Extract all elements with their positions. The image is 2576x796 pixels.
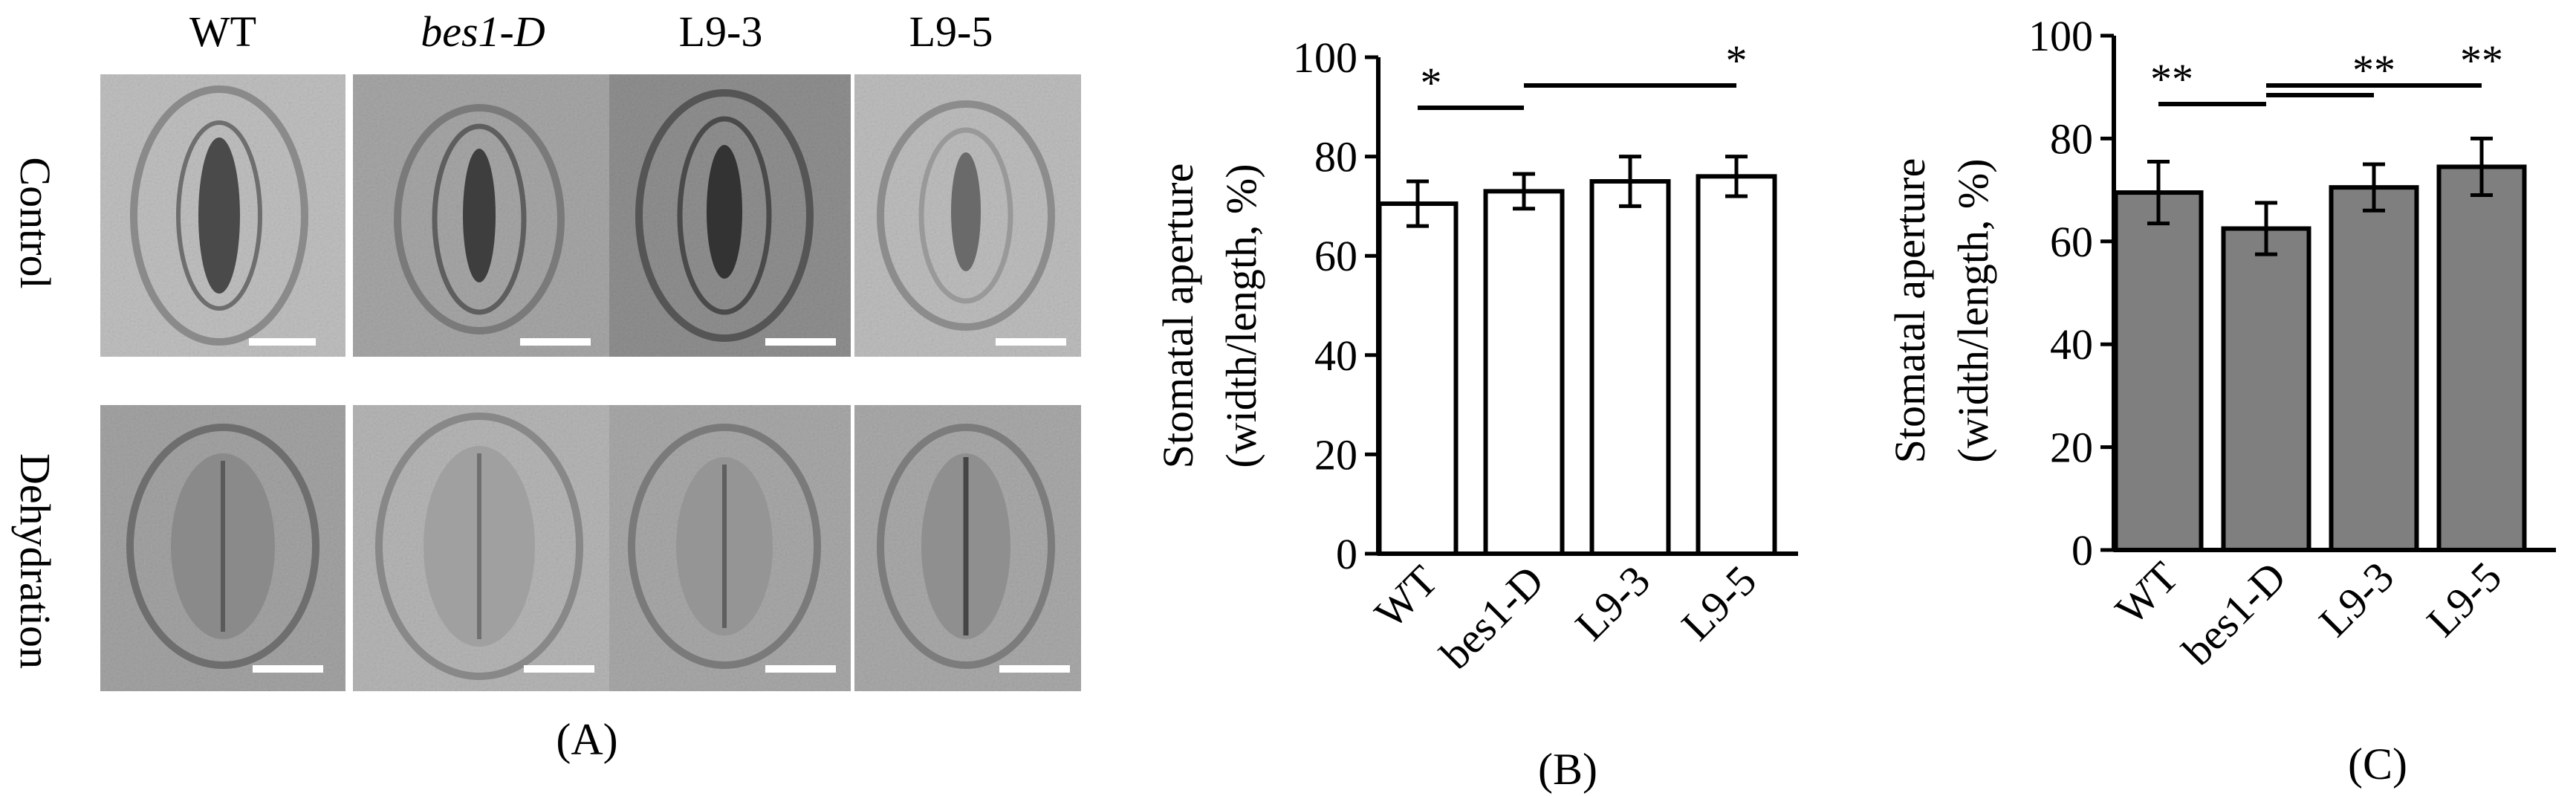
- micrograph-control-bes1d: [353, 74, 609, 357]
- micrograph-control-wt: [100, 74, 345, 357]
- y-tick-label: 60: [1314, 232, 1357, 280]
- error-bar: [1513, 172, 1535, 211]
- genotype-label-wt: WT: [189, 7, 256, 56]
- panel-label-b: (B): [1538, 745, 1597, 794]
- significance-marker: *: [1421, 59, 1442, 107]
- scale-bar: [253, 665, 323, 673]
- chart-b: Stomatal aperture (width/length, %) 0 20 4…: [1154, 33, 1798, 794]
- significance-marker: **: [2460, 36, 2503, 85]
- panel-label-c: (C): [2348, 740, 2407, 789]
- y-tick-label: 0: [1336, 530, 1357, 578]
- y-tick-label: 20: [1314, 430, 1357, 479]
- y-tick-label: 40: [1314, 331, 1357, 380]
- bar-bes1-d: [2221, 226, 2311, 552]
- y-tick-label: 40: [2050, 320, 2093, 369]
- x-tick-label: WT: [1365, 556, 1447, 638]
- scale-bar: [999, 665, 1070, 673]
- y-tick-label: 60: [2050, 218, 2093, 266]
- scale-bar: [249, 338, 316, 346]
- genotype-label-bes1d: bes1-D: [421, 7, 545, 56]
- y-tick-label: 0: [2071, 526, 2093, 575]
- y-tick-label: 100: [1293, 33, 1357, 82]
- y-axis-label-line1: Stomatal aperture: [1886, 158, 1934, 464]
- scale-bar: [524, 665, 594, 673]
- x-tick-label: L9-3: [2310, 552, 2404, 646]
- y-tick-label: 80: [2050, 114, 2093, 163]
- micrograph-dehydration-l9-3: [609, 405, 851, 691]
- error-bar: [2255, 201, 2277, 256]
- row-label-dehydration: Dehydration: [11, 453, 59, 669]
- micrograph-dehydration-wt: [100, 405, 345, 691]
- y-axis-label-line2: (width/length, %): [1217, 164, 1265, 467]
- panel-a-micrographs: WT bes1-D L9-3 L9-5 Control Dehydration: [11, 7, 1081, 764]
- error-bar: [2147, 160, 2170, 226]
- bar-l9-5: [1696, 174, 1777, 556]
- y-tick-label: 20: [2050, 424, 2093, 472]
- y-axis-label-line2: (width/length, %): [1949, 158, 1997, 462]
- x-tick-label: WT: [2106, 552, 2187, 634]
- scale-bar: [996, 338, 1066, 346]
- bar-bes1-d: [1483, 189, 1565, 556]
- micrograph-dehydration-bes1d: [353, 405, 609, 691]
- x-tick-label: L9-5: [2418, 552, 2511, 646]
- scale-bar: [765, 338, 836, 346]
- bar-wt: [2113, 190, 2204, 552]
- x-tick-label: bes1-D: [1431, 556, 1553, 678]
- significance-marker: **: [2150, 55, 2193, 103]
- bar-l9-3: [2329, 185, 2419, 552]
- y-axis-label-line1: Stomatal aperture: [1154, 164, 1202, 469]
- micrograph-control-l9-3: [609, 74, 851, 357]
- x-tick-label: L9-3: [1566, 556, 1660, 650]
- bar-l9-3: [1589, 179, 1671, 556]
- error-bar: [2470, 136, 2493, 198]
- error-bar: [1407, 179, 1429, 228]
- significance-marker: *: [1726, 36, 1748, 85]
- scale-bar: [765, 665, 836, 673]
- row-label-control: Control: [11, 157, 59, 288]
- bar-l9-5: [2436, 164, 2527, 552]
- y-tick-label: 80: [1314, 133, 1357, 181]
- error-bar: [1619, 155, 1641, 208]
- error-bar: [1725, 155, 1748, 198]
- micrograph-dehydration-l9-5: [854, 405, 1081, 691]
- x-tick-label: bes1-D: [2173, 552, 2295, 674]
- error-bar: [2363, 162, 2385, 213]
- bar-wt: [1377, 201, 1459, 556]
- chart-c: Stomatal aperture (width/length, %) 0 20 4…: [1886, 12, 2556, 789]
- panel-label-a: (A): [556, 715, 617, 764]
- scale-bar: [520, 338, 591, 346]
- genotype-label-l9-5: L9-5: [909, 7, 993, 56]
- micrograph-control-l9-5: [854, 74, 1081, 357]
- genotype-label-l9-3: L9-3: [679, 7, 763, 56]
- x-tick-label: L9-5: [1673, 556, 1766, 650]
- y-tick-label: 100: [2028, 12, 2093, 60]
